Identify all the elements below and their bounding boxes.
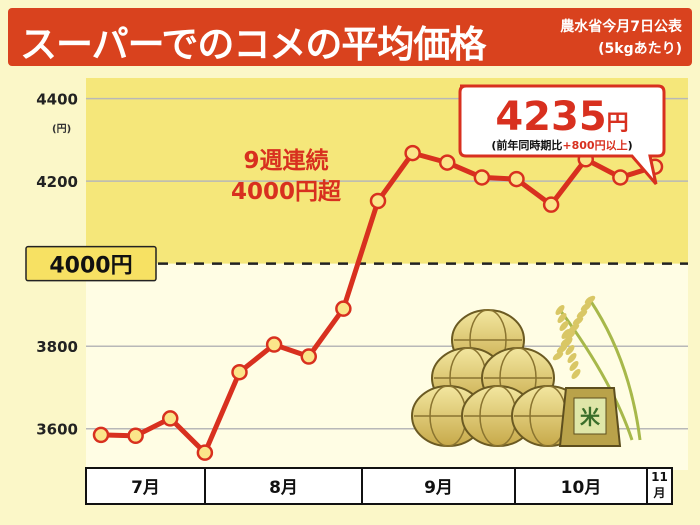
x-tick-label: 10月 (561, 478, 602, 498)
data-point (335, 300, 352, 317)
y-tick-label: 3600 (36, 421, 78, 439)
data-point (508, 170, 525, 188)
rice-bag-icon: 米 (558, 387, 622, 447)
data-point (369, 192, 387, 210)
annotation-line2: 4000円超 (231, 179, 342, 205)
callout-unit: 円 (607, 111, 629, 136)
rice-plant-icon (552, 295, 642, 441)
unit-note: (5kgあたり) (598, 41, 682, 57)
x-tick-label: 7月 (131, 478, 160, 498)
title-bar: スーパーでのコメの平均価格 農水省今月7日公表 (5kgあたり) (8, 8, 692, 66)
data-point (196, 444, 214, 461)
data-point (612, 169, 629, 186)
data-point (300, 348, 317, 365)
y-tick-label: 4200 (36, 173, 78, 191)
data-point (439, 154, 456, 171)
rice-illustration: 米 (411, 295, 642, 447)
callout-note: (前年同時期比+800円以上) (491, 138, 632, 152)
y-unit-label: (円) (52, 123, 71, 135)
x-tick-label: 8月 (269, 478, 298, 498)
data-point (162, 410, 179, 427)
callout-number: 4235 (495, 94, 606, 140)
y-tick-label: 4400 (36, 91, 78, 109)
source-note: 農水省今月7日公表 (560, 19, 682, 35)
data-point (473, 169, 491, 186)
y-tick-label: 3800 (36, 338, 78, 356)
x-tick-label-unit: 月 (652, 486, 665, 500)
callout-note-prefix: (前年同時期比 (491, 138, 562, 152)
callout-note-highlight: +800円以上 (562, 138, 627, 152)
data-point (404, 144, 421, 162)
data-point (265, 336, 283, 353)
annotation-line1: 9週連続 (243, 147, 328, 174)
reference-label-box (25, 245, 157, 282)
callout-value: 4235円 (495, 94, 628, 140)
data-point (127, 427, 144, 445)
chart-title: スーパーでのコメの平均価格 (20, 23, 486, 66)
data-point (92, 426, 110, 444)
x-axis-box (85, 467, 673, 505)
rice-bales-icon (411, 309, 585, 447)
callout-bubble (458, 84, 666, 185)
x-tick-label-num: 11 (651, 470, 668, 484)
data-point (231, 363, 248, 381)
data-point (542, 196, 560, 213)
x-tick-label: 9月 (424, 478, 453, 498)
rice-bag-label: 米 (580, 405, 601, 429)
callout-note-suffix: ) (628, 139, 633, 152)
reference-label: 4000円 (49, 254, 132, 279)
